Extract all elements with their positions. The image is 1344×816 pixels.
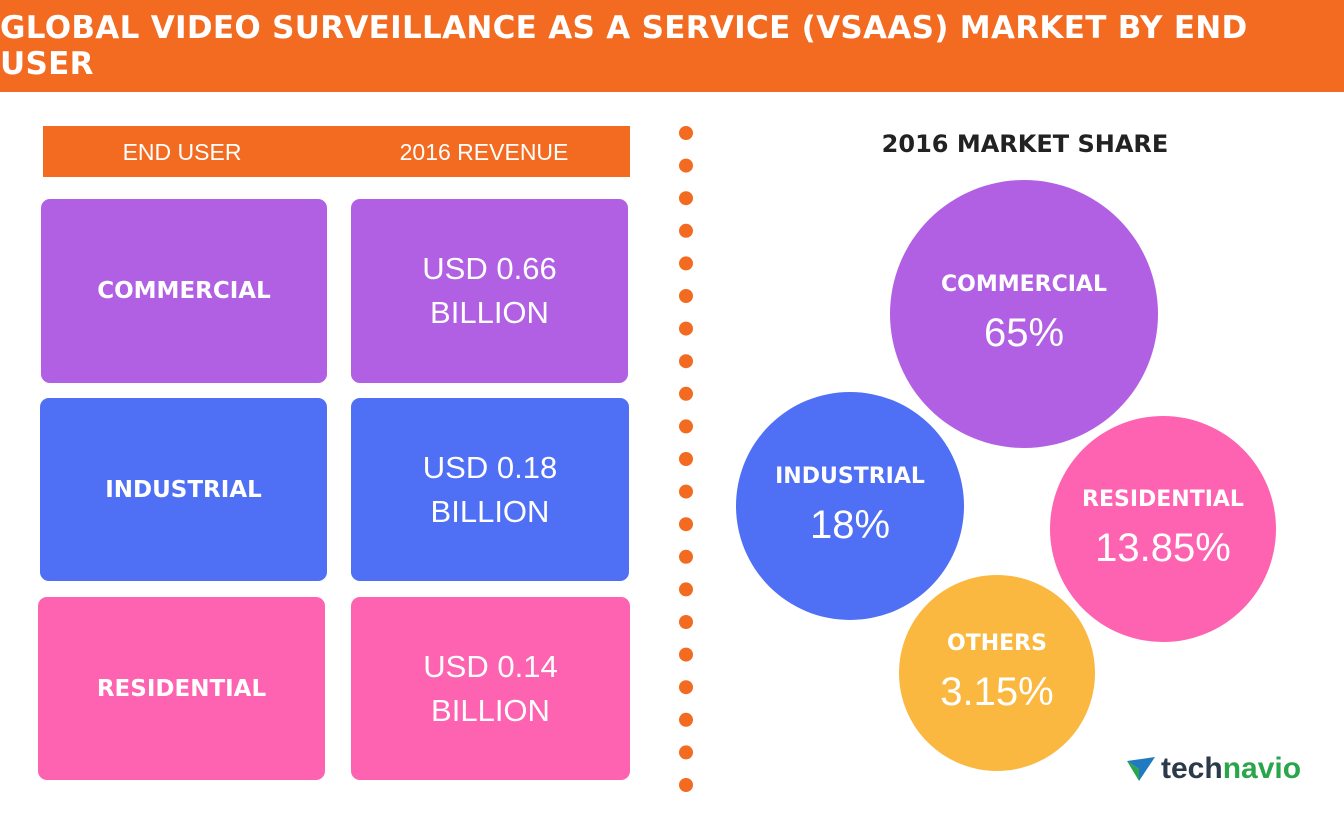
divider-dot — [679, 321, 693, 336]
divider-dot — [679, 582, 693, 597]
divider-dot — [679, 712, 693, 727]
bubble-value: 3.15% — [940, 670, 1054, 714]
header-cell: END USER — [122, 139, 242, 165]
row-label: RESIDENTIAL — [38, 597, 325, 780]
bubble-label: INDUSTRIAL — [775, 464, 925, 489]
divider-dot — [679, 745, 693, 760]
bubble-label: COMMERCIAL — [941, 272, 1107, 297]
divider-dot — [679, 223, 693, 238]
divider-dot — [679, 647, 693, 662]
divider-dot — [679, 256, 693, 271]
bubble-label: RESIDENTIAL — [1082, 487, 1244, 512]
row-revenue: USD 0.14 BILLION — [351, 597, 630, 780]
row-revenue: USD 0.66 BILLION — [351, 199, 628, 383]
divider-dot — [679, 680, 693, 695]
bubble: RESIDENTIAL 13.85% — [1050, 416, 1276, 642]
divider-dot — [679, 778, 693, 792]
table-header: END USER 2016 REVENUE — [43, 126, 630, 177]
row-label: COMMERCIAL — [41, 199, 327, 383]
divider — [679, 126, 693, 792]
bubble-value: 18% — [809, 503, 891, 547]
divider-dot — [679, 289, 693, 303]
divider-dot — [679, 517, 693, 532]
section-title: 2016 MARKET SHARE — [881, 130, 1169, 158]
logo: tech navio — [1125, 752, 1301, 786]
logo-text: tech — [1161, 752, 1223, 785]
divider-dot — [679, 386, 693, 401]
header-cell: 2016 REVENUE — [399, 139, 569, 165]
bubble: OTHERS 3.15% — [899, 575, 1095, 771]
bubble-value: 65% — [983, 311, 1065, 355]
divider-dot — [679, 158, 693, 173]
logo-icon — [1127, 757, 1155, 781]
bubble: INDUSTRIAL 18% — [736, 392, 964, 620]
divider-dot — [679, 126, 693, 140]
bubble-value: 13.85% — [1095, 526, 1231, 570]
row-label: INDUSTRIAL — [40, 398, 327, 581]
divider-dot — [679, 191, 693, 206]
header-title: GLOBAL VIDEO SURVEILLANCE AS A SERVICE (… — [0, 0, 1344, 92]
row-revenue: USD 0.18 BILLION — [351, 398, 629, 581]
divider-dot — [679, 354, 693, 369]
bubble-label: OTHERS — [947, 631, 1047, 656]
logo-text: navio — [1222, 752, 1302, 785]
divider-dot — [679, 419, 693, 434]
divider-dot — [679, 549, 693, 564]
divider-dot — [679, 484, 693, 499]
divider-dot — [679, 615, 693, 629]
bubble: COMMERCIAL 65% — [890, 180, 1158, 448]
divider-dot — [679, 452, 693, 466]
